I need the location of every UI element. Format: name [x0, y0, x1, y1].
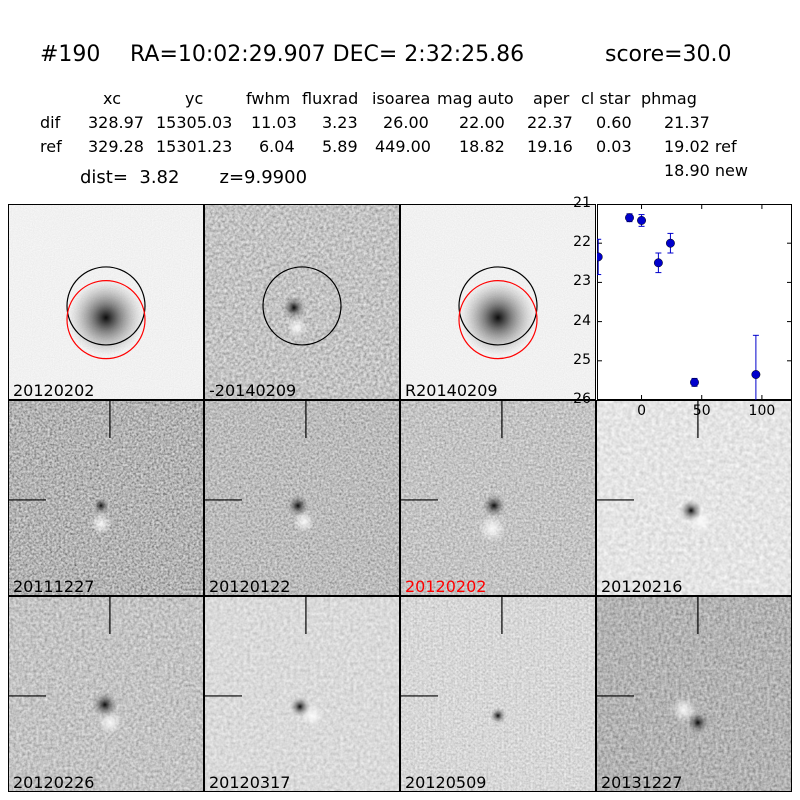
- image-stamp: 20120216: [596, 400, 792, 596]
- stamp-image: [596, 400, 792, 596]
- image-stamp: R20140209: [400, 204, 596, 400]
- stamp-date-label: 20131227: [601, 773, 683, 792]
- table-cell: 21.37: [664, 113, 710, 132]
- table-cell: 15301.23: [156, 137, 233, 156]
- table-cell: 19.02 ref: [664, 137, 737, 156]
- image-stamp: 20120226: [8, 596, 204, 792]
- col-header-isoarea: isoarea: [372, 89, 431, 108]
- data-point: [637, 214, 646, 227]
- dist-redshift-line: dist= 3.82 z=9.9900: [80, 167, 308, 188]
- candidate-score: score=30.0: [605, 42, 732, 67]
- candidate-coords: RA=10:02:29.907 DEC= 2:32:25.86: [130, 42, 525, 67]
- image-stamp: 20111227: [8, 400, 204, 596]
- image-stamp: 20120317: [204, 596, 400, 792]
- row-label-dif: dif: [40, 113, 61, 132]
- data-point: [690, 377, 699, 387]
- stamp-date-label: R20140209: [405, 381, 498, 400]
- image-stamp: 20120509: [400, 596, 596, 792]
- x-tick-label: 100: [748, 403, 776, 419]
- stamp-image: [204, 596, 400, 792]
- stamp-date-label: 20120509: [405, 773, 487, 792]
- image-stamp: 20120202: [8, 204, 204, 400]
- light-curve-svg: [593, 203, 792, 415]
- table-cell: 6.04: [259, 137, 295, 156]
- table-cell: 15305.03: [156, 113, 233, 132]
- col-header-xc: xc: [103, 89, 121, 108]
- y-tick-label: 21: [573, 195, 591, 211]
- table-cell: 26.00: [383, 113, 429, 132]
- stamp-date-label: 20120317: [209, 773, 291, 792]
- table-cell: 0.60: [596, 113, 632, 132]
- stamp-date-label: 20111227: [13, 577, 95, 596]
- stamp-date-label: -20140209: [209, 381, 297, 400]
- stamp-date-label: 20120202: [13, 381, 95, 400]
- image-stamp: 20131227: [596, 596, 792, 792]
- table-cell: 449.00: [375, 137, 431, 156]
- y-tick-label: 22: [573, 234, 591, 251]
- stamp-date-label: 20120202: [405, 577, 487, 596]
- y-tick-label: 25: [573, 351, 591, 368]
- stamp-date-label: 20120216: [601, 577, 683, 596]
- col-header-mag-auto: mag auto: [437, 89, 514, 108]
- table-cell: 19.16: [527, 137, 573, 156]
- x-tick-label: 0: [637, 403, 646, 419]
- table-cell: 18.82: [459, 137, 505, 156]
- table-cell: 22.00: [459, 113, 505, 132]
- table-cell: 22.37: [527, 113, 573, 132]
- col-header-aper: aper: [533, 89, 570, 108]
- y-tick-label: 24: [573, 312, 591, 329]
- table-cell: 3.23: [322, 113, 358, 132]
- stamp-image: [8, 596, 204, 792]
- table-cell: 328.97: [88, 113, 144, 132]
- table-cell: 329.28: [88, 137, 144, 156]
- dif-aperture-circle: [262, 266, 342, 346]
- ref-aperture-circle: [66, 280, 146, 360]
- x-tick-label: 50: [692, 403, 711, 419]
- stamp-date-label: 20120226: [13, 773, 95, 792]
- new-phmag: 18.90 new: [664, 161, 748, 180]
- col-header-fluxrad: fluxrad: [302, 89, 359, 108]
- image-stamp: 20120202: [400, 400, 596, 596]
- col-header-cl-star: cl star: [581, 89, 631, 108]
- col-header-yc: yc: [185, 89, 204, 108]
- table-cell: 0.03: [596, 137, 632, 156]
- stamp-image: [400, 204, 596, 400]
- stamp-image: [8, 400, 204, 596]
- candidate-id: #190: [40, 42, 101, 67]
- stamp-image: [8, 204, 204, 400]
- col-header-phmag: phmag: [641, 89, 697, 108]
- stamp-image: [596, 596, 792, 792]
- stamp-image: [204, 400, 400, 596]
- image-stamp: 20120122: [204, 400, 400, 596]
- stamp-date-label: 20120122: [209, 577, 291, 596]
- stamp-image: [400, 400, 596, 596]
- data-point: [665, 232, 675, 254]
- y-tick-label: 26: [573, 391, 591, 407]
- table-cell: 11.03: [251, 113, 297, 132]
- ref-aperture-circle: [458, 280, 538, 360]
- table-cell: 5.89: [322, 137, 358, 156]
- data-point: [625, 213, 634, 223]
- data-point: [653, 252, 663, 274]
- image-stamp: -20140209: [204, 204, 400, 400]
- stamp-image: [400, 596, 596, 792]
- col-header-fwhm: fwhm: [246, 89, 291, 108]
- y-tick-label: 23: [573, 273, 591, 290]
- light-curve-chart: [593, 203, 792, 415]
- row-label-ref: ref: [40, 137, 62, 156]
- data-point: [593, 238, 603, 276]
- dif-aperture-circle: [458, 266, 538, 346]
- stamp-image: [204, 204, 400, 400]
- dif-aperture-circle: [66, 266, 146, 346]
